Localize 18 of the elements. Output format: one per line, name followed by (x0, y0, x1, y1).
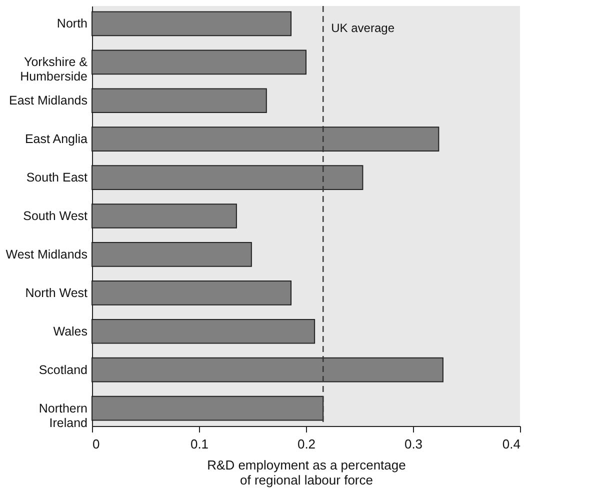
x-tick-label: 0.4 (502, 436, 520, 452)
y-tick-label: North (56, 16, 88, 31)
y-tick-label: East Anglia (24, 132, 88, 146)
x-tick-label: 0.2 (297, 436, 316, 452)
x-axis-title: R&D employment as a percentage of regional labour force (207, 458, 406, 488)
x-tick-label: 0 (92, 436, 100, 452)
y-tick-label: West Midlands (6, 247, 88, 262)
y-tick-label: Wales (53, 324, 88, 338)
x-tick-label: 0.1 (190, 436, 209, 452)
ref-line-label: UK average (331, 21, 395, 35)
y-tick-label: North West (25, 286, 88, 300)
y-tick-label: South East (26, 170, 88, 185)
y-tick-label: South West (23, 209, 88, 223)
y-tick-label: Yorkshire & Humberside (20, 55, 88, 84)
x-tick-label: 0.3 (404, 436, 423, 452)
y-tick-label: East Midlands (8, 94, 88, 108)
y-tick-label: Northern Ireland (38, 401, 88, 430)
y-tick-label: Scotland (38, 362, 88, 377)
